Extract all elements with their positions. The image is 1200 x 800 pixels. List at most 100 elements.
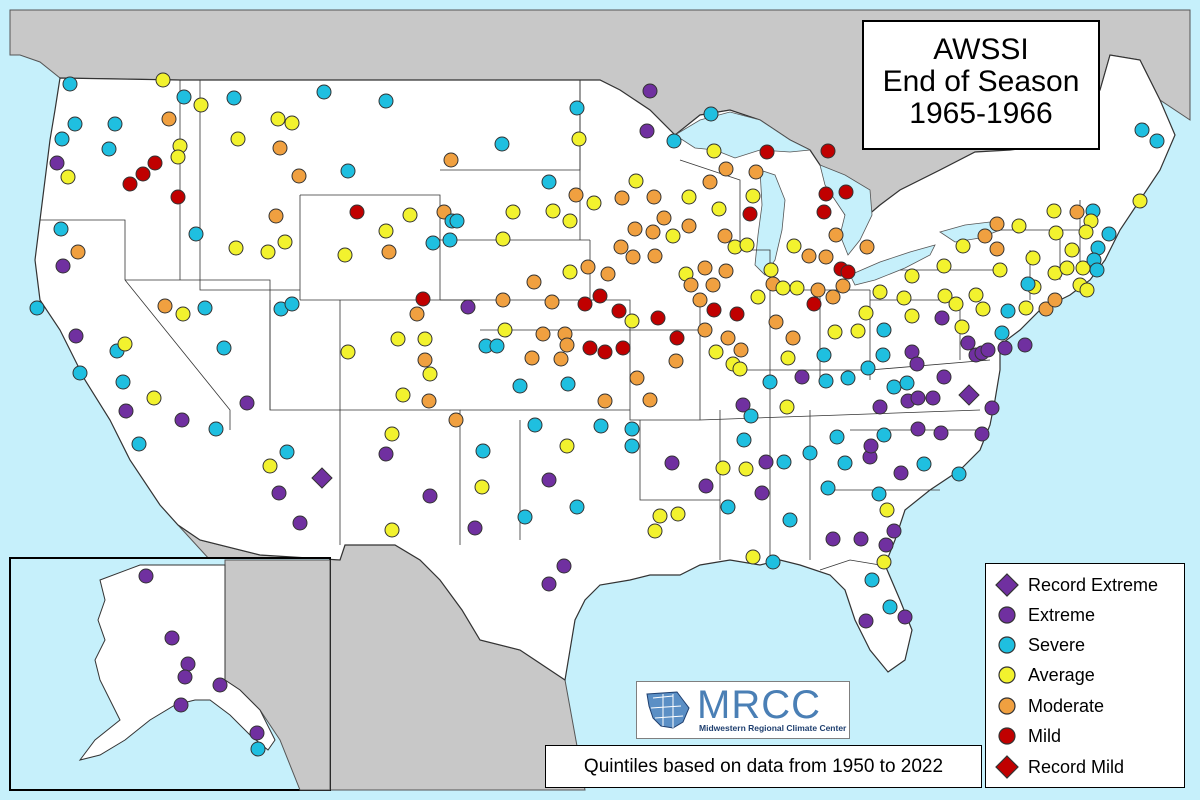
station-marker-average [384,426,400,442]
legend-label-mild: Mild [1028,725,1062,746]
station-marker-severe [765,554,781,570]
station-marker-severe [176,89,192,105]
station-marker-severe [494,136,510,152]
station-marker-average [1132,193,1148,209]
station-marker-severe [425,235,441,251]
station-marker-severe [703,106,719,122]
station-marker-mild [170,189,186,205]
station-marker-extreme [49,155,65,171]
station-marker-moderate [668,353,684,369]
station-marker-mild [818,186,834,202]
station-marker-extreme [164,630,180,646]
station-marker-average [948,296,964,312]
midwest-region-icon [646,691,690,729]
station-marker-severe [29,300,45,316]
station-marker-extreme [68,328,84,344]
station-marker-severe [816,347,832,363]
station-marker-severe [624,438,640,454]
station-marker-average [384,522,400,538]
station-marker-mild [349,204,365,220]
station-marker-mild [582,340,598,356]
station-marker-extreme [467,520,483,536]
station-marker-severe [818,373,834,389]
station-marker-moderate [448,412,464,428]
station-marker-severe [871,486,887,502]
station-marker-average [732,361,748,377]
station-marker-moderate [989,216,1005,232]
station-marker-severe [115,374,131,390]
station-marker-average [586,195,602,211]
station-marker-mild [135,166,151,182]
station-marker-average [904,308,920,324]
station-marker-extreme [174,412,190,428]
station-marker-moderate [625,249,641,265]
station-marker-average [571,131,587,147]
station-marker-severe [569,100,585,116]
station-marker-moderate [291,168,307,184]
station-marker-severe [864,572,880,588]
station-marker-extreme [974,426,990,442]
station-marker-average [647,523,663,539]
station-marker-extreme [984,400,1000,416]
station-marker-severe [951,466,967,482]
legend-symbol-record-extreme [995,573,1019,597]
station-marker-severe [1134,122,1150,138]
station-marker-severe [284,296,300,312]
station-marker-moderate [859,239,875,255]
station-marker-average [337,247,353,263]
station-marker-moderate [733,342,749,358]
station-marker-average [545,203,561,219]
station-marker-average [652,508,668,524]
title-line-3: 1965-1966 [909,97,1053,130]
station-marker-moderate [645,224,661,240]
legend-label-record-extreme: Record Extreme [1028,574,1159,595]
station-marker-severe [53,221,69,237]
station-marker-severe [802,445,818,461]
station-marker-average [775,280,791,296]
station-marker-extreme [180,656,196,672]
station-marker-extreme [735,397,751,413]
station-marker-average [170,149,186,165]
station-marker-severe [54,131,70,147]
station-marker-extreme [794,369,810,385]
station-marker-moderate [718,263,734,279]
station-marker-severe [527,417,543,433]
station-marker-extreme [910,421,926,437]
station-marker-moderate [495,292,511,308]
station-marker-extreme [910,390,926,406]
legend-item-record-mild: Record Mild [994,754,1124,780]
station-marker-moderate [597,393,613,409]
station-marker-moderate [1038,301,1054,317]
station-marker-average [117,336,133,352]
station-marker-severe [666,133,682,149]
station-marker-moderate [825,289,841,305]
station-marker-severe [107,116,123,132]
station-marker-mild [615,340,631,356]
station-marker-moderate [647,248,663,264]
station-marker-average [1078,224,1094,240]
station-marker-moderate [810,282,826,298]
logo-main-text: MRCC [697,683,821,727]
station-marker-extreme [271,485,287,501]
station-marker-average [228,240,244,256]
station-marker-average [670,506,686,522]
station-marker-moderate [553,351,569,367]
station-marker-moderate [417,352,433,368]
station-marker-average [284,115,300,131]
station-marker-extreme [698,478,714,494]
station-marker-average [780,350,796,366]
station-marker-extreme [541,472,557,488]
station-marker-mild [806,296,822,312]
station-marker-severe [1000,303,1016,319]
station-marker-severe [340,163,356,179]
station-marker-severe [820,480,836,496]
legend-item-average: Average [994,662,1095,688]
station-marker-average [146,390,162,406]
station-marker-moderate [683,277,699,293]
station-marker-moderate [768,314,784,330]
station-marker-severe [226,90,242,106]
legend-label-record-mild: Record Mild [1028,756,1125,777]
station-marker-mild [592,288,608,304]
station-marker-average [495,231,511,247]
station-marker-extreme [556,558,572,574]
